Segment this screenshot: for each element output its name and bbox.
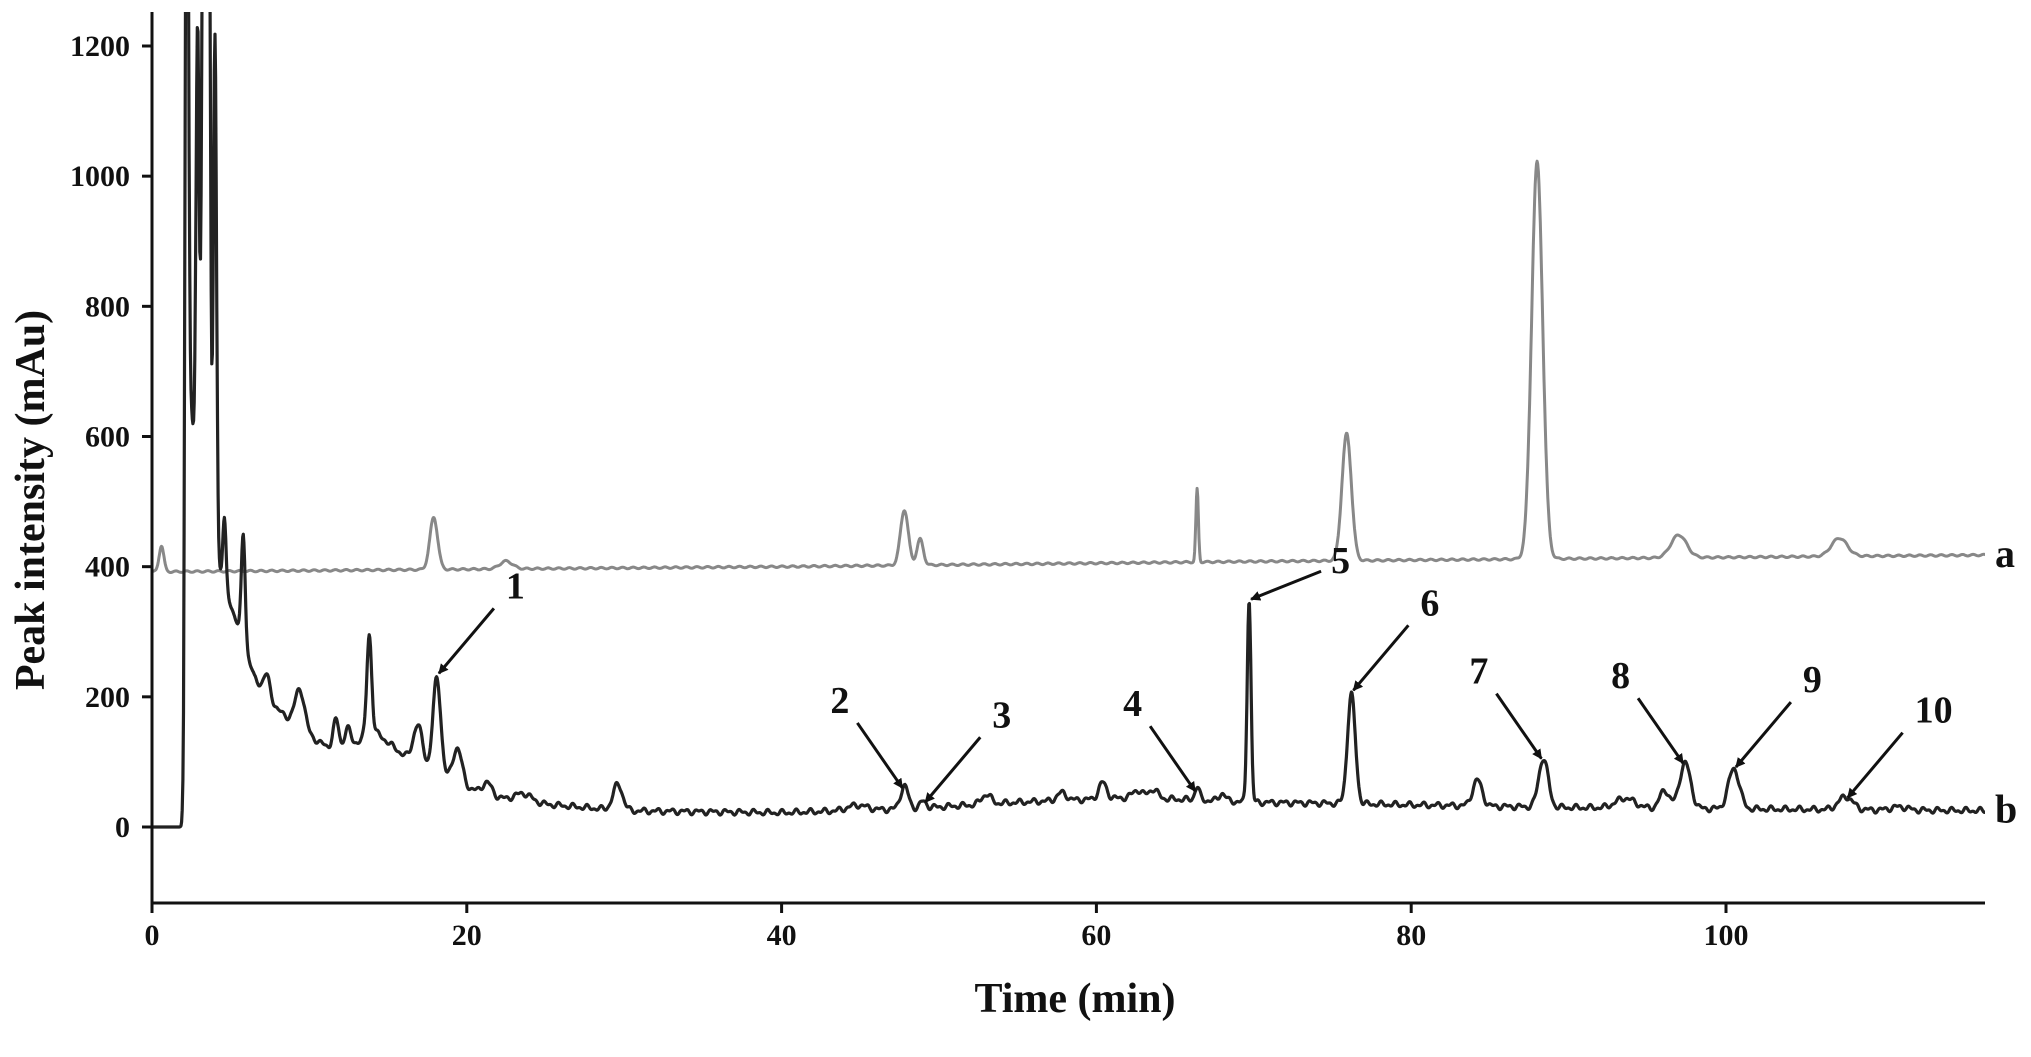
- peak-1-arrow: [437, 607, 496, 675]
- peak-5-arrow: [1250, 569, 1322, 601]
- peak-5-label: 5: [1331, 540, 1350, 582]
- x-tick-label: 40: [767, 919, 797, 952]
- peak-1-label: 1: [506, 565, 525, 607]
- y-tick-label: 200: [85, 681, 130, 714]
- peak-9-arrow: [1734, 701, 1793, 769]
- peak-2-arrow: [856, 722, 904, 789]
- x-axis-title: Time (min): [974, 976, 1175, 1022]
- peak-9-label: 9: [1803, 659, 1822, 701]
- series-b-label: b: [1995, 787, 2017, 832]
- series-b-line: [152, 12, 1985, 829]
- x-tick-label: 0: [145, 919, 160, 952]
- series-a-line: [152, 159, 1985, 574]
- x-tick-label: 100: [1704, 919, 1749, 952]
- peak-annotations: 1 2 3 4 5 67 8 9 10: [437, 540, 1953, 804]
- x-tick-label: 80: [1396, 919, 1426, 952]
- plot-area: ab: [152, 12, 2017, 832]
- peak-2-label: 2: [830, 680, 849, 722]
- peak-8-arrow: [1636, 697, 1685, 765]
- peak-7-label: 7: [1469, 651, 1488, 693]
- y-tick-label: 0: [115, 811, 130, 844]
- y-tick-label: 800: [85, 290, 130, 323]
- peak-10-label: 10: [1915, 690, 1953, 732]
- y-tick-label: 400: [85, 551, 130, 584]
- peak-4-label: 4: [1123, 683, 1142, 725]
- peak-3-arrow: [924, 736, 982, 804]
- peak-6-arrow: [1352, 624, 1410, 692]
- peak-7-arrow: [1495, 692, 1543, 760]
- x-tick-label: 20: [452, 919, 482, 952]
- y-tick-label: 1200: [70, 30, 130, 63]
- peak-8-label: 8: [1611, 655, 1630, 697]
- peak-4-arrow: [1148, 725, 1197, 793]
- y-axis-title: Peak intensity (mAu): [8, 310, 54, 690]
- y-tick-label: 600: [85, 421, 130, 454]
- peak-3-label: 3: [992, 694, 1011, 736]
- x-tick-label: 60: [1081, 919, 1111, 952]
- peak-6-label: 6: [1420, 582, 1439, 624]
- peak-10-arrow: [1846, 731, 1904, 799]
- y-tick-label: 1000: [70, 160, 130, 193]
- series-a-label: a: [1995, 531, 2015, 576]
